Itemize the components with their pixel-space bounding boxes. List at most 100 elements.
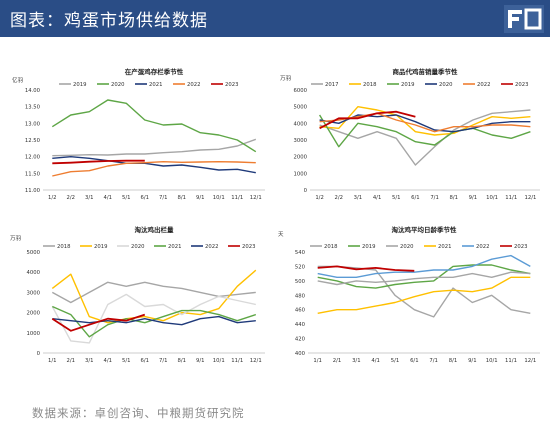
legend-label: 2022: [477, 82, 490, 88]
y-tick-label: 400: [295, 351, 306, 357]
x-tick-label: 10/1: [213, 195, 225, 201]
y-tick-label: 11.00: [25, 188, 41, 194]
y-tick-label: 5000: [27, 250, 41, 256]
legend-label: 2019: [73, 82, 86, 88]
x-tick-label: 2/2: [66, 195, 75, 201]
y-tick-label: 6000: [294, 88, 308, 94]
legend-label: 2022: [476, 244, 489, 250]
x-tick-label: 1/2: [48, 195, 57, 201]
x-tick-label: 3/1: [85, 358, 94, 364]
legend-label: 2018: [57, 244, 71, 250]
legend-label: 2019: [94, 244, 107, 250]
x-tick-label: 9/1: [196, 195, 205, 201]
series-line: [51, 313, 146, 332]
legend-label: 2020: [131, 244, 145, 250]
x-tick-label: 3/1: [354, 195, 363, 201]
legend-label: 2018: [324, 244, 338, 250]
legend-label: 2023: [242, 244, 255, 250]
page-header: 图表：鸡蛋市场供给数据: [0, 0, 550, 37]
y-tick-label: 4000: [27, 270, 41, 276]
series-line: [317, 276, 531, 314]
series-line: [319, 114, 531, 148]
x-tick-label: 3/1: [352, 358, 361, 364]
company-logo-icon: [504, 5, 544, 33]
series-line: [52, 315, 256, 326]
y-tick-label: 5000: [294, 105, 308, 111]
y-tick-label: 12.50: [25, 138, 41, 144]
x-tick-label: 1/1: [313, 358, 322, 364]
x-tick-label: 10/1: [486, 358, 498, 364]
y-tick-label: 460: [295, 308, 306, 314]
x-tick-label: 4/1: [103, 195, 112, 201]
x-tick-label: 11/1: [231, 358, 243, 364]
x-tick-label: 7/1: [429, 358, 438, 364]
y-axis-unit: 亿羽: [12, 76, 23, 84]
x-tick-label: 4/1: [103, 358, 112, 364]
x-tick-label: 12/1: [524, 195, 536, 201]
x-tick-label: 1/1: [48, 358, 57, 364]
x-tick-label: 2/1: [66, 358, 75, 364]
x-tick-label: 5/1: [122, 195, 131, 201]
x-tick-label: 11/1: [231, 195, 243, 201]
y-axis-unit: 天: [278, 231, 284, 238]
x-tick-label: 11/1: [505, 358, 517, 364]
x-tick-label: 5/1: [392, 195, 401, 201]
series-line: [319, 109, 531, 166]
y-axis-unit: 万羽: [10, 235, 21, 242]
y-tick-label: 4000: [294, 121, 308, 127]
legend-label: 2023: [514, 244, 527, 250]
legend-label: 2017: [325, 82, 338, 88]
x-tick-label: 12/1: [250, 195, 262, 201]
series-line: [317, 264, 531, 289]
legend-label: 2022: [187, 82, 200, 88]
legend-label: 2019: [401, 82, 414, 88]
series-line: [52, 138, 257, 157]
series-line: [319, 114, 531, 133]
legend-label: 2020: [111, 82, 125, 88]
y-tick-label: 440: [295, 322, 306, 328]
y-tick-label: 12.00: [25, 155, 41, 161]
series-line: [319, 112, 531, 133]
y-tick-label: 2000: [294, 155, 308, 161]
x-tick-label: 5/1: [122, 358, 131, 364]
legend-label: 2021: [438, 244, 451, 250]
x-tick-label: 8/1: [449, 195, 458, 201]
x-tick-label: 7/1: [159, 358, 168, 364]
chart-title: 淘汰鸡出栏量: [135, 225, 175, 234]
x-tick-label: 7/1: [159, 195, 168, 201]
y-tick-label: 0: [304, 188, 308, 194]
y-tick-label: 3000: [27, 290, 41, 296]
y-tick-label: 11.50: [25, 171, 41, 177]
series-line: [52, 161, 256, 177]
y-tick-label: 2000: [27, 311, 41, 317]
legend-label: 2021: [149, 82, 162, 88]
x-tick-label: 9/1: [468, 358, 477, 364]
page-title: 图表：鸡蛋市场供给数据: [10, 11, 208, 31]
x-tick-label: 12/1: [250, 358, 262, 364]
y-tick-label: 3000: [294, 138, 308, 144]
x-tick-label: 2/1: [333, 358, 342, 364]
x-tick-label: 9/1: [469, 195, 478, 201]
x-tick-label: 12/1: [524, 358, 536, 364]
x-tick-label: 7/1: [430, 195, 439, 201]
series-line: [317, 271, 531, 286]
legend-label: 2019: [362, 244, 375, 250]
y-tick-label: 480: [295, 293, 306, 299]
series-line: [52, 159, 145, 165]
chart-title: 商品代鸡苗销量季节性: [393, 67, 459, 76]
y-tick-label: 520: [295, 264, 306, 270]
x-tick-label: 6/1: [410, 358, 419, 364]
y-tick-label: 0: [37, 351, 41, 357]
y-tick-label: 14.00: [25, 88, 41, 94]
series-line: [52, 156, 256, 174]
series-line: [51, 293, 256, 344]
x-tick-label: 5/1: [391, 358, 400, 364]
series-line: [317, 265, 531, 318]
legend-label: 2022: [205, 244, 218, 250]
legend-label: 2023: [225, 82, 238, 88]
y-tick-label: 1000: [294, 171, 308, 177]
series-line: [319, 106, 531, 136]
x-tick-label: 8/1: [177, 195, 186, 201]
